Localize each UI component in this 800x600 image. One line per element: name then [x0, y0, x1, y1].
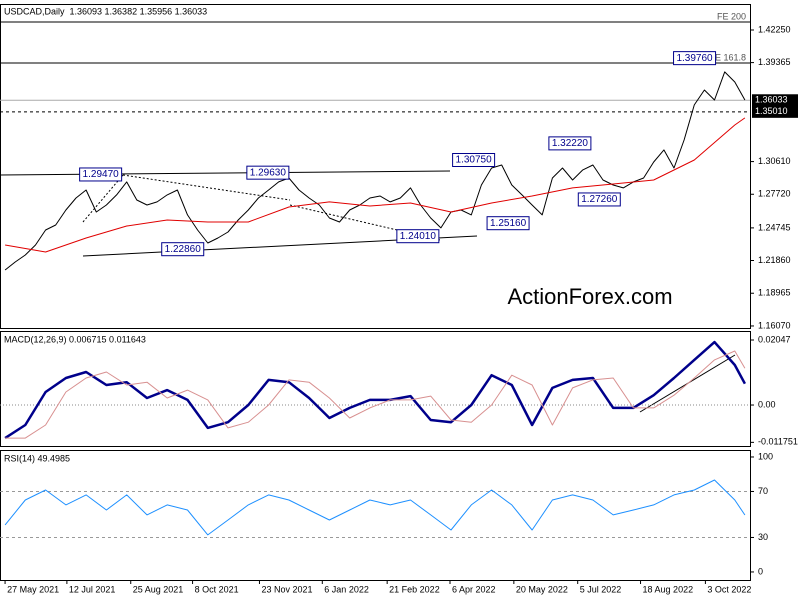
- y-tick-label: 100: [758, 451, 773, 461]
- x-tick-label: 12 Jul 2021: [69, 584, 116, 594]
- price-annotation-label: 1.25160: [490, 218, 527, 229]
- x-tick-label: 20 May 2022: [516, 584, 568, 594]
- series-line: [4, 479, 746, 536]
- series-line: [4, 340, 746, 440]
- y-tick-label: 0.02047: [758, 334, 791, 344]
- level-label: 1.35010: [755, 106, 788, 116]
- y-tick-label: 1.21860: [758, 255, 791, 265]
- price-annotation: [79, 167, 123, 182]
- y-tick-label: 0: [758, 566, 763, 576]
- price-title: USDCAD,Daily 1.36093 1.36382 1.35956 1.3…: [4, 6, 207, 16]
- watermark: ActionForex.com: [507, 284, 672, 309]
- y-tick-label: 1.24745: [758, 222, 791, 232]
- x-tick-label: 21 Feb 2022: [389, 584, 440, 594]
- price-annotation-label: 1.22860: [165, 244, 202, 255]
- rsi-title: RSI(14) 49.4985: [4, 453, 70, 463]
- price-panel: [0, 4, 751, 329]
- series-line: [5, 117, 746, 253]
- x-tick-label: 8 Oct 2021: [195, 584, 239, 594]
- price-annotation: [486, 216, 530, 231]
- y-tick-label: 70: [758, 486, 768, 496]
- price-annotation-label: 1.24010: [400, 231, 437, 242]
- y-tick-label: 1.27720: [758, 189, 791, 199]
- x-tick-label: 25 Aug 2021: [133, 584, 184, 594]
- x-tick-label: 23 Nov 2021: [261, 584, 312, 594]
- x-tick-label: 18 Aug 2022: [643, 584, 694, 594]
- price-annotation-label: 1.32220: [552, 138, 589, 149]
- x-tick-label: 6 Apr 2022: [452, 584, 496, 594]
- level-label: FE 161.8: [709, 52, 746, 62]
- y-tick-label: 1.39365: [758, 57, 791, 67]
- macd-panel: [0, 331, 751, 447]
- price-annotation: [396, 229, 440, 244]
- rsi-panel: [0, 450, 751, 581]
- level-label: FE 200: [717, 11, 746, 21]
- price-annotation-label: 1.29630: [250, 167, 287, 178]
- price-annotation: [548, 136, 592, 151]
- x-tick-label: 27 May 2021: [7, 584, 59, 594]
- y-tick-label: 0.00: [758, 399, 776, 409]
- series-line: [5, 350, 746, 439]
- macd-title: MACD(12,26,9) 0.006715 0.011643: [4, 334, 146, 344]
- dotted-line: [122, 174, 291, 201]
- x-tick-label: 3 Oct 2022: [707, 584, 751, 594]
- price-annotation-label: 1.27260: [581, 194, 618, 205]
- price-annotation: [673, 51, 717, 66]
- price-annotation: [161, 242, 205, 257]
- price-annotation-label: 1.30750: [456, 155, 493, 166]
- y-tick-label: 1.42250: [758, 24, 791, 34]
- price-annotation-label: 1.29470: [83, 169, 120, 180]
- y-tick-label: 30: [758, 532, 768, 542]
- level-marker: [752, 94, 798, 107]
- level-label: 1.36033: [755, 95, 788, 105]
- resistance-line: [0, 170, 451, 176]
- y-tick-label: -0.011751: [758, 437, 798, 447]
- price-annotation-label: 1.39760: [676, 53, 713, 64]
- dotted-line: [82, 174, 124, 223]
- price-annotation: [452, 152, 496, 167]
- y-tick-label: 1.18965: [758, 288, 791, 298]
- series-line: [4, 71, 746, 271]
- price-annotation: [246, 165, 290, 180]
- y-tick-label: 1.30610: [758, 156, 791, 166]
- y-tick-label: 1.16070: [758, 320, 791, 330]
- price-annotation: [577, 192, 621, 207]
- level-marker: [752, 105, 798, 118]
- x-tick-label: 6 Jan 2022: [324, 584, 369, 594]
- x-tick-label: 5 Jul 2022: [580, 584, 622, 594]
